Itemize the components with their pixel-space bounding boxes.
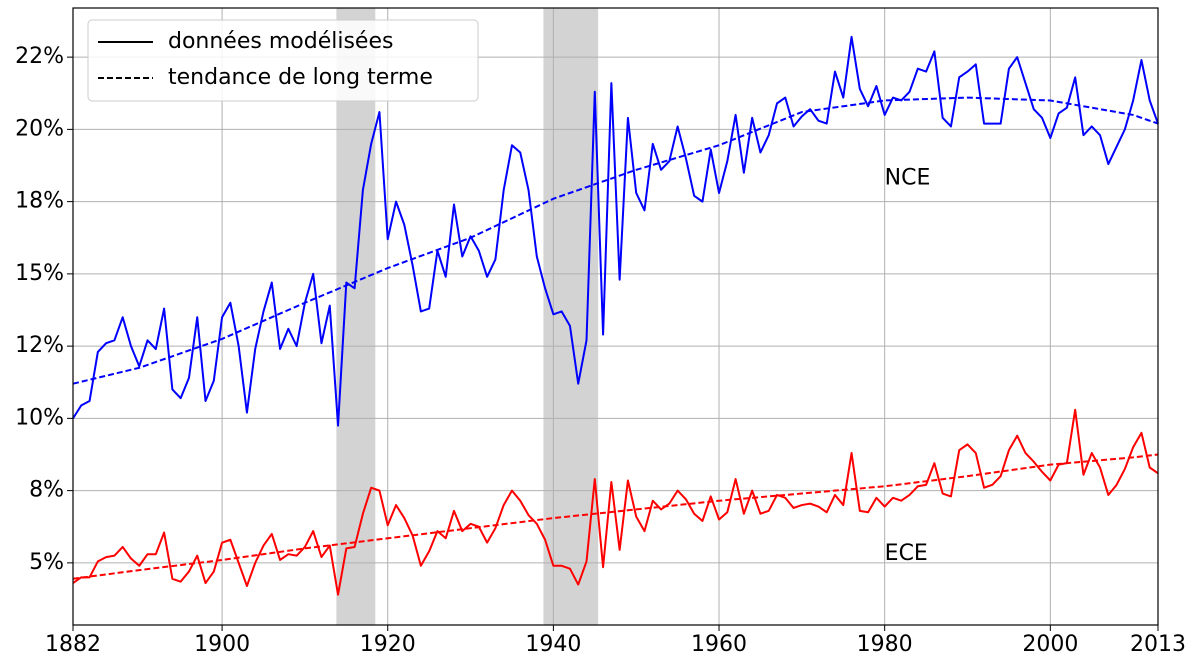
legend-label: tendance de long terme (168, 65, 433, 90)
legend-label: données modélisées (168, 29, 393, 54)
y-tick-label: 18% (15, 189, 64, 214)
data-line (72, 453, 1159, 580)
y-tick-label: 20% (15, 116, 64, 141)
x-tick-label: 2000 (1022, 632, 1078, 657)
y-tick-label: 12% (15, 333, 64, 358)
annotation: NCE (885, 166, 931, 191)
y-tick-label: 15% (15, 261, 64, 286)
y-tick-label: 5% (29, 550, 64, 575)
data-line (72, 408, 1159, 596)
y-tick-label: 22% (15, 44, 64, 69)
data-line (72, 96, 1159, 385)
data-line (72, 35, 1159, 427)
legend-box (87, 19, 479, 102)
shaded-span (336, 8, 376, 625)
annotation: ECE (885, 541, 928, 566)
x-tick-label: 1882 (45, 632, 101, 657)
y-tick-label: 10% (15, 405, 64, 430)
x-tick-label: 1920 (360, 632, 416, 657)
y-tick-label: 8% (29, 478, 64, 503)
x-tick-label: 1960 (691, 632, 747, 657)
shaded-span (543, 8, 599, 625)
legend: données modélisées tendance de long terme (87, 19, 479, 102)
x-tick-label: 1980 (857, 632, 913, 657)
x-tick-label: 1940 (525, 632, 581, 657)
x-tick-label: 1900 (194, 632, 250, 657)
x-tick-label: 2013 (1130, 632, 1186, 657)
plot-frame (72, 7, 1159, 626)
